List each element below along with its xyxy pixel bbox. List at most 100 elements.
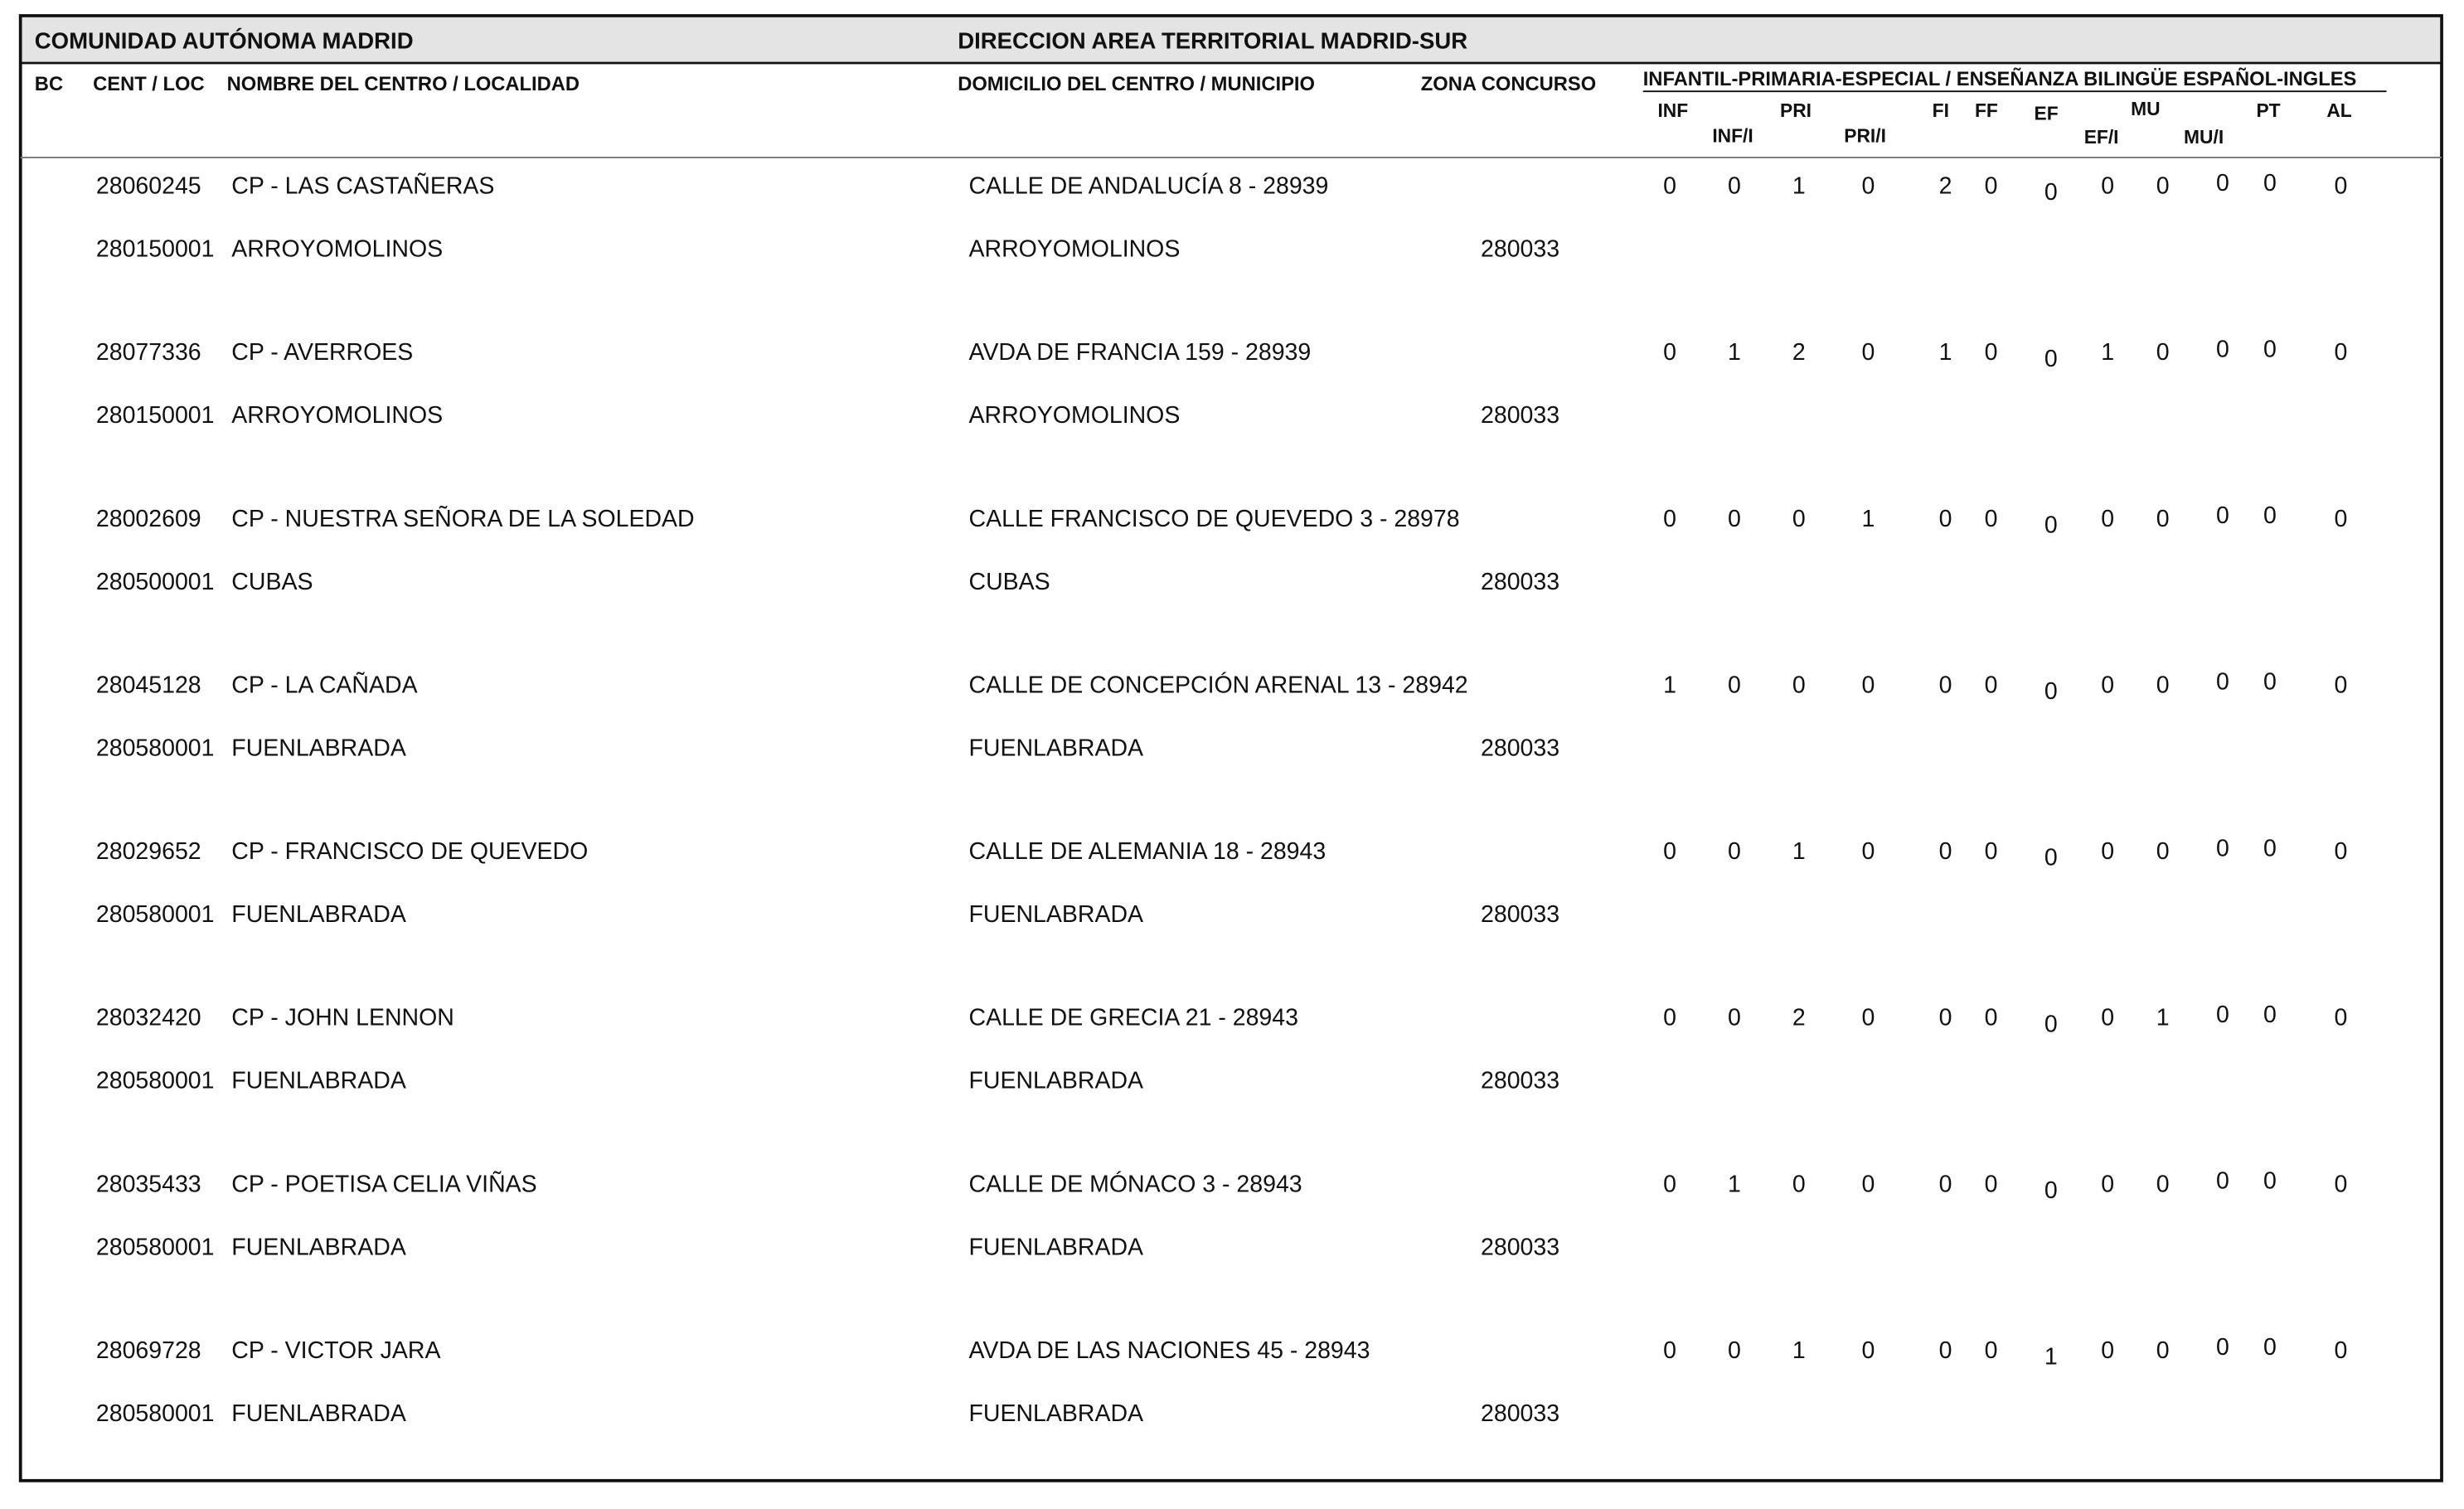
sub-header: INF/I	[1712, 124, 1753, 146]
col-name: NOMBRE DEL CENTRO / LOCALIDAD	[227, 74, 580, 95]
center-code: 28077336	[96, 339, 201, 366]
center-address: AVDA DE FRANCIA 159 - 28939	[969, 339, 1312, 366]
center-code: 28002609	[96, 506, 201, 532]
count: 0	[2263, 502, 2277, 529]
count: 0	[2334, 1171, 2347, 1197]
count: 0	[1728, 506, 1741, 532]
count: 0	[1985, 173, 1998, 200]
count: 0	[2044, 845, 2058, 871]
locality: ARROYOMOLINOS	[231, 236, 443, 263]
count: 0	[1728, 1005, 1741, 1031]
loc-code: 280500001	[96, 569, 215, 595]
sub-header: EF/I	[2084, 126, 2119, 148]
count: 0	[2216, 336, 2229, 362]
center-name: CP - VICTOR JARA	[231, 1337, 440, 1364]
count: 0	[2156, 838, 2170, 865]
center-name: CP - NUESTRA SEÑORA DE LA SOLEDAD	[231, 506, 694, 532]
sub-header: PRI	[1780, 99, 1812, 121]
count: 0	[1792, 506, 1806, 532]
municipality: FUENLABRADA	[969, 901, 1144, 928]
count: 0	[2216, 502, 2229, 529]
sub-header: PRI/I	[1844, 124, 1886, 146]
count: 0	[1663, 506, 1676, 532]
count: 1	[1663, 672, 1676, 698]
col-bc: BC	[35, 74, 63, 95]
count: 0	[2101, 1171, 2114, 1197]
col-address: DOMICILIO DEL CENTRO / MUNICIPIO	[958, 74, 1315, 95]
count: 0	[2216, 1168, 2229, 1195]
count: 0	[2263, 170, 2277, 197]
count: 0	[1861, 672, 1875, 698]
count: 0	[2101, 1337, 2114, 1364]
loc-code: 280580001	[96, 1068, 215, 1094]
center-code: 28045128	[96, 672, 201, 698]
count: 1	[1939, 339, 1952, 366]
sub-header: FF	[1975, 99, 1998, 121]
count: 1	[2156, 1005, 2170, 1031]
count: 0	[2334, 838, 2347, 865]
count: 0	[2156, 1171, 2170, 1197]
count: 1	[1728, 339, 1741, 366]
count: 0	[2101, 506, 2114, 532]
center-name: CP - JOHN LENNON	[231, 1005, 454, 1031]
count: 0	[1985, 339, 1998, 366]
count: 0	[2044, 512, 2058, 538]
loc-code: 280150001	[96, 236, 215, 263]
count: 0	[1939, 838, 1952, 865]
count: 0	[2334, 1337, 2347, 1364]
count: 0	[1663, 173, 1676, 200]
municipality: FUENLABRADA	[969, 1400, 1144, 1427]
zona: 280033	[1481, 901, 1559, 928]
locality: FUENLABRADA	[231, 735, 406, 761]
center-name: CP - POETISA CELIA VIÑAS	[231, 1171, 536, 1197]
count: 0	[1985, 672, 1998, 698]
count: 0	[2101, 672, 2114, 698]
count: 0	[1861, 339, 1875, 366]
count: 0	[2156, 506, 2170, 532]
loc-code: 280580001	[96, 1400, 215, 1427]
municipality: ARROYOMOLINOS	[969, 402, 1181, 429]
count: 0	[2216, 669, 2229, 696]
zona: 280033	[1481, 1068, 1559, 1094]
center-name: CP - AVERROES	[231, 339, 413, 366]
loc-code: 280580001	[96, 1234, 215, 1260]
center-code: 28035433	[96, 1171, 201, 1197]
sub-header: AL	[2326, 99, 2351, 121]
count: 1	[1792, 838, 1806, 865]
count: 0	[2334, 173, 2347, 200]
count: 0	[1861, 1005, 1875, 1031]
count: 0	[1939, 1005, 1952, 1031]
count: 0	[2216, 170, 2229, 197]
count: 0	[2156, 672, 2170, 698]
center-address: CALLE DE ALEMANIA 18 - 28943	[969, 838, 1327, 865]
center-address: CALLE DE CONCEPCIÓN ARENAL 13 - 28942	[969, 672, 1468, 698]
count: 1	[2044, 1344, 2058, 1371]
header-right: DIRECCION AREA TERRITORIAL MADRID-SUR	[958, 28, 1467, 54]
count: 0	[1663, 838, 1676, 865]
locality: ARROYOMOLINOS	[231, 402, 443, 429]
locality: CUBAS	[231, 569, 313, 595]
count: 0	[1861, 838, 1875, 865]
zona: 280033	[1481, 402, 1559, 429]
count: 0	[1939, 506, 1952, 532]
count: 0	[2101, 1005, 2114, 1031]
center-name: CP - LAS CASTAÑERAS	[231, 173, 494, 200]
count: 0	[2216, 1334, 2229, 1361]
municipality: CUBAS	[969, 569, 1050, 595]
center-address: CALLE FRANCISCO DE QUEVEDO 3 - 28978	[969, 506, 1460, 532]
count: 0	[1985, 1337, 1998, 1364]
count: 0	[1663, 1171, 1676, 1197]
count: 0	[2263, 1002, 2277, 1028]
count: 0	[2044, 1011, 2058, 1037]
count: 0	[1985, 506, 1998, 532]
zona: 280033	[1481, 735, 1559, 761]
zona: 280033	[1481, 1400, 1559, 1427]
count: 0	[2334, 339, 2347, 366]
count: 2	[1792, 339, 1806, 366]
count: 0	[1939, 672, 1952, 698]
municipality: ARROYOMOLINOS	[969, 236, 1181, 263]
col-zona: ZONA CONCURSO	[1421, 74, 1596, 95]
count: 0	[2044, 1177, 2058, 1204]
